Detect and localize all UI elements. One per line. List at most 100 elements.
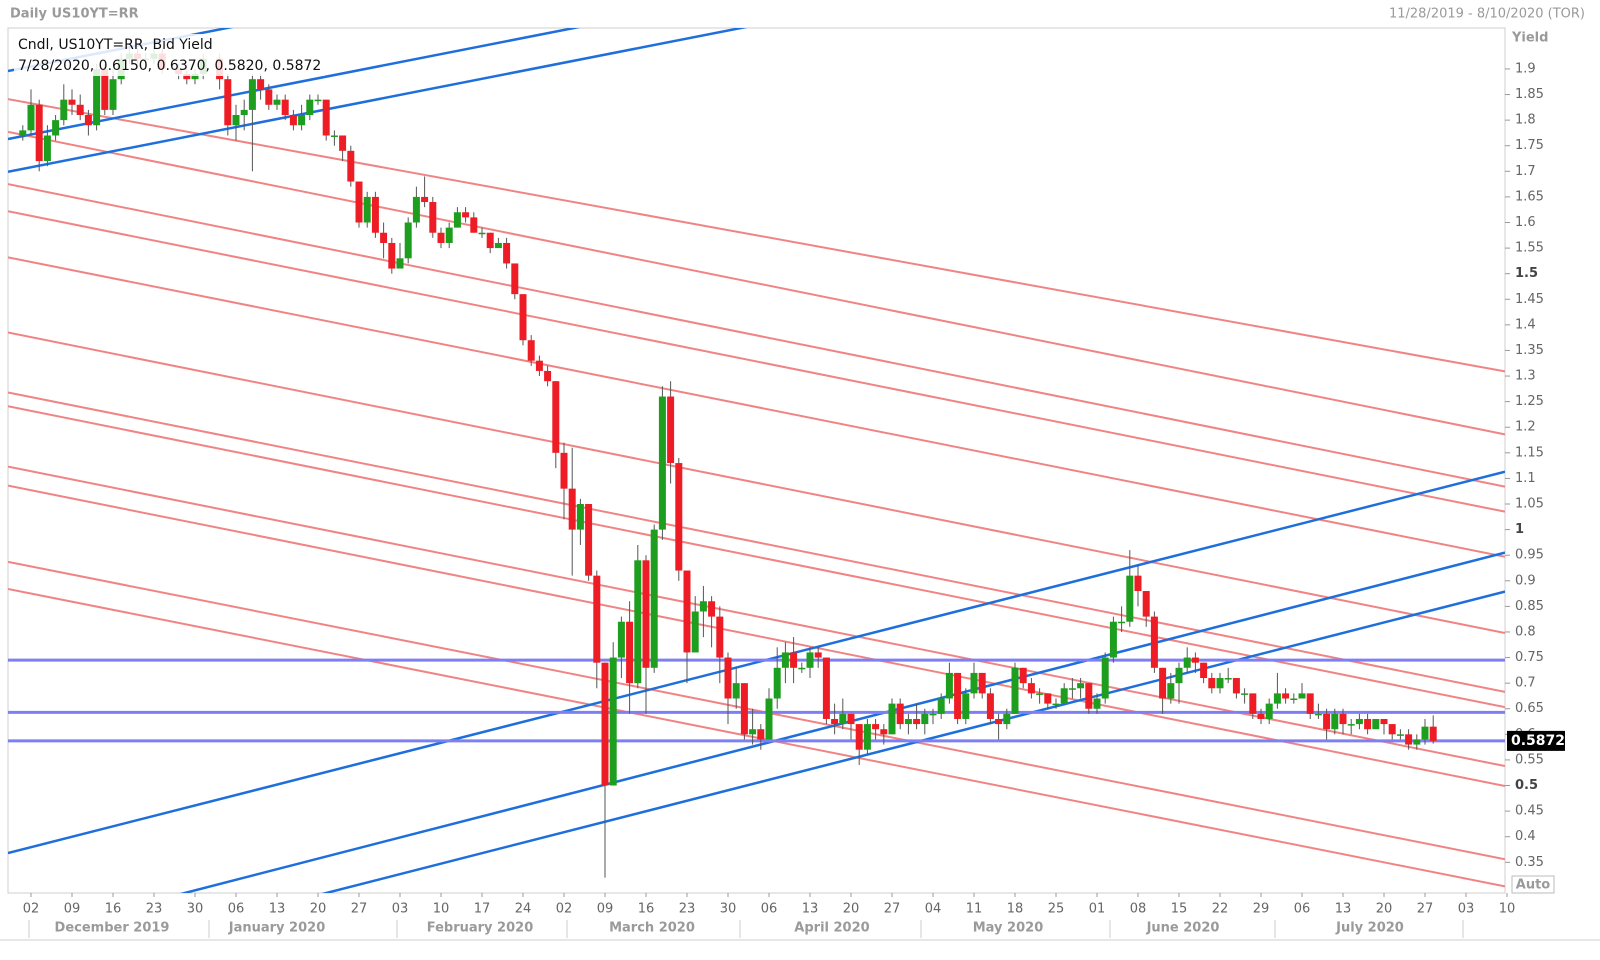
candle-body [355, 181, 363, 223]
candle-body [330, 135, 338, 137]
trend-line [8, 28, 748, 174]
candle-body [1052, 703, 1060, 706]
month-label: March 2020 [609, 921, 695, 936]
candle-body [1380, 718, 1388, 725]
candle-body [396, 258, 404, 269]
candle-body [1159, 667, 1167, 699]
candle-body [601, 662, 609, 786]
x-tick-label: 27 [351, 902, 368, 917]
month-label: July 2020 [1335, 921, 1404, 936]
candle-body [1429, 726, 1437, 741]
candle-body [43, 135, 51, 162]
y-tick-label: 1.45 [1515, 292, 1544, 307]
candle-body [1167, 683, 1175, 699]
candle-body [1249, 693, 1257, 714]
x-tick-label: 16 [105, 902, 122, 917]
candle-body [740, 683, 748, 735]
x-tick-label: 17 [474, 902, 491, 917]
candle-body [1405, 734, 1413, 745]
x-tick-label: 20 [1376, 902, 1393, 917]
x-tick-label: 03 [1458, 902, 1475, 917]
candle-body [1216, 678, 1224, 689]
candle-body [535, 360, 543, 371]
candle-body [68, 99, 76, 105]
month-label: May 2020 [973, 921, 1044, 936]
x-tick-label: 18 [1007, 902, 1024, 917]
candle-body [757, 729, 765, 740]
y-tick-label: 0.65 [1515, 701, 1544, 716]
y-tick-label: 0.45 [1515, 804, 1544, 819]
y-tick-label: 1.35 [1515, 343, 1544, 358]
legend-title: Cndl, US10YT=RR, Bid Yield [18, 37, 213, 53]
x-tick-label: 23 [146, 902, 163, 917]
candle-body [880, 729, 888, 735]
candle-body [732, 683, 740, 699]
candle-body [478, 232, 486, 235]
candle-body [544, 370, 552, 382]
trend-line [8, 98, 1505, 373]
chart-title: Daily US10YT=RR [10, 7, 139, 22]
y-tick-label: 1.5 [1515, 266, 1538, 281]
scale-mode-box[interactable] [1511, 875, 1555, 894]
candle-body [519, 294, 527, 341]
candle-body [298, 115, 306, 126]
candle-body [421, 196, 429, 203]
x-tick-label: 02 [556, 902, 573, 917]
candle-body [257, 79, 265, 90]
candle-body [35, 104, 43, 162]
y-tick-label: 1.4 [1515, 317, 1536, 332]
candle-body [380, 232, 388, 243]
candle-body [1068, 688, 1076, 690]
candle-body [995, 718, 1003, 725]
candle-body [347, 150, 355, 182]
x-tick-label: 02 [23, 902, 40, 917]
candle-body [667, 396, 675, 464]
candle-body [1306, 693, 1314, 714]
candle-body [306, 99, 314, 116]
last-price-box [1507, 730, 1565, 751]
candle-body [822, 657, 830, 719]
month-label: December 2019 [55, 921, 170, 936]
candle-body [388, 242, 396, 269]
candle-body [568, 488, 576, 530]
trend-line [8, 587, 1505, 888]
candle-body [109, 79, 117, 110]
plot-area [8, 28, 1505, 893]
candle-body [675, 463, 683, 571]
x-tick-label: 29 [1253, 902, 1270, 917]
candle-body [1265, 703, 1273, 719]
candle-body [765, 698, 773, 740]
candle-body [1208, 678, 1216, 689]
candle-body [724, 657, 732, 699]
candle-body [863, 724, 871, 750]
x-tick-label: 13 [269, 902, 286, 917]
y-tick-label: 0.5 [1515, 778, 1538, 793]
candle-body [1232, 678, 1240, 694]
y-tick-label: 1.65 [1515, 189, 1544, 204]
plot-frame [7, 27, 1506, 894]
candle-body [1027, 683, 1035, 694]
y-tick-label: 1.2 [1515, 420, 1536, 435]
candle-body [248, 79, 256, 110]
candle-body [322, 99, 330, 136]
candle-body [626, 621, 634, 684]
trend-line [321, 590, 1505, 893]
candle-body [1273, 693, 1281, 704]
candle-body [1011, 667, 1019, 714]
candle-body [1191, 657, 1199, 663]
trend-line [8, 465, 1505, 768]
y-tick-label: 0.8 [1515, 624, 1536, 639]
y-tick-label: 0.35 [1515, 855, 1544, 870]
candle-body [806, 652, 814, 668]
candle-body [1314, 713, 1322, 716]
candle-body [281, 99, 289, 116]
candle-body [691, 611, 699, 653]
candle-body [1077, 683, 1085, 689]
candle-body [1134, 575, 1142, 592]
x-tick-label: 09 [597, 902, 614, 917]
candle-body [1093, 698, 1101, 709]
candle-body [593, 575, 601, 663]
scale-mode[interactable]: Auto [1516, 878, 1551, 893]
candle-body [437, 232, 445, 243]
x-tick-label: 27 [884, 902, 901, 917]
